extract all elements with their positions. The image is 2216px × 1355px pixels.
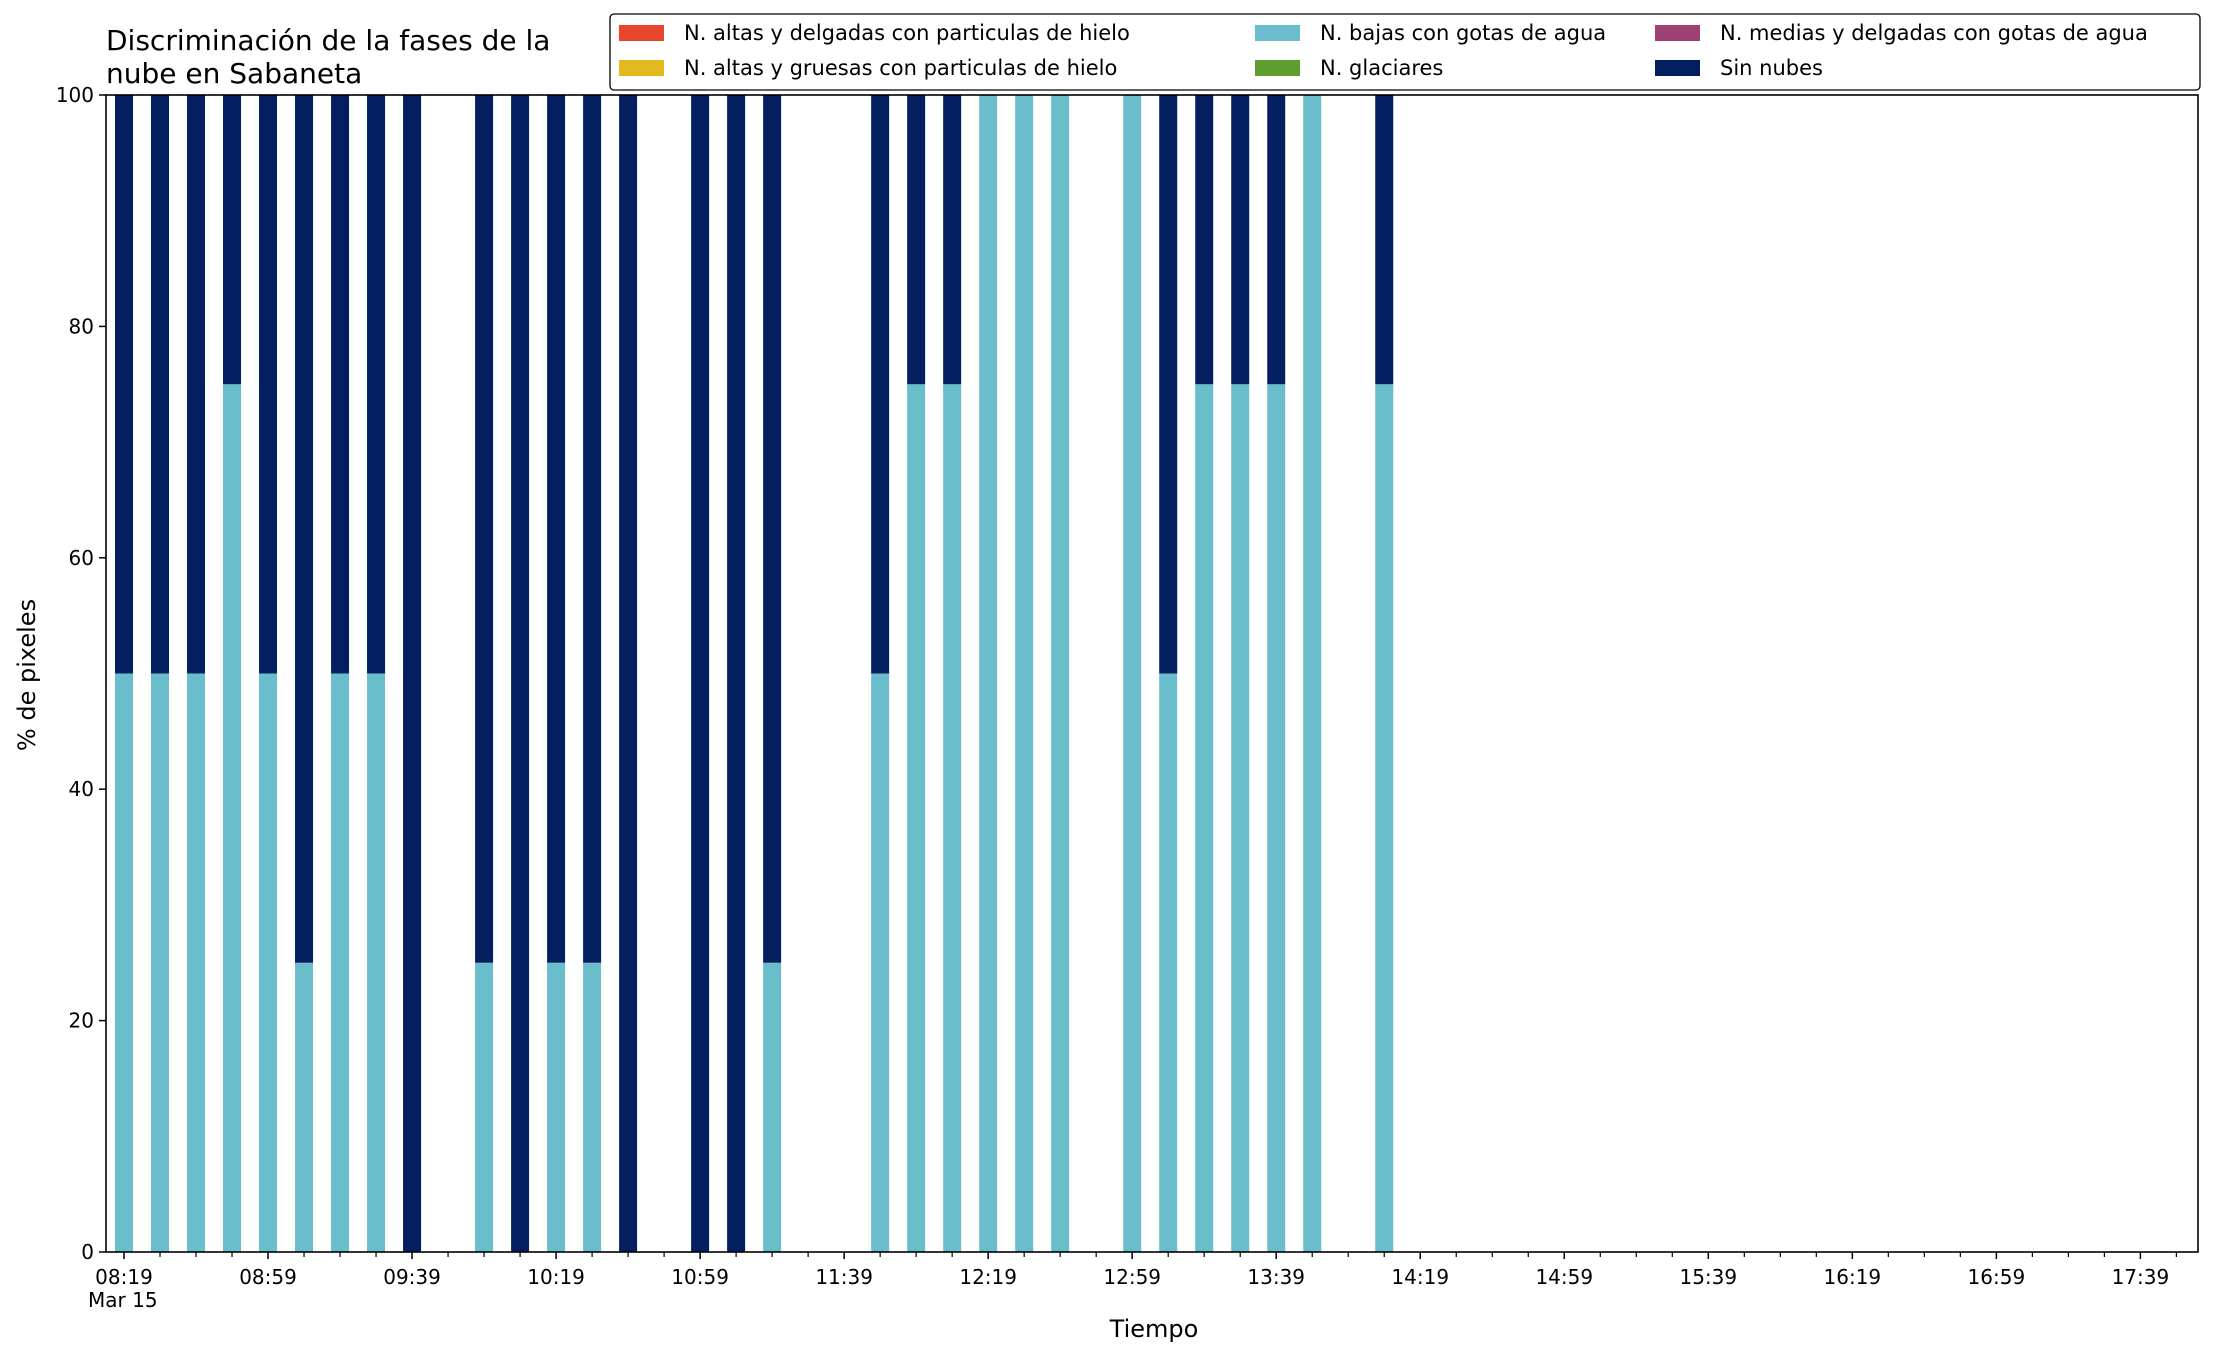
x-tick-label: 08:19: [95, 1265, 153, 1289]
legend-label: N. altas y delgadas con particulas de hi…: [684, 21, 1130, 45]
x-tick-label: 13:39: [1247, 1265, 1305, 1289]
bar-bajas-19: [943, 384, 962, 1252]
bar-bajas-11: [547, 962, 566, 1252]
bar-bajas-6: [331, 673, 350, 1252]
bar-sin-nubes-26: [1231, 95, 1250, 385]
bar-bajas-5: [295, 962, 314, 1252]
bar-sin-nubes-18: [907, 95, 926, 385]
legend-swatch: [619, 25, 664, 41]
x-tick-label: 17:39: [2112, 1265, 2170, 1289]
legend: N. altas y delgadas con particulas de hi…: [609, 13, 2201, 91]
y-axis-ticks: 0 20 40 60 80 100: [56, 83, 106, 1264]
bar-bajas-22: [1051, 95, 1070, 1252]
bar-sin-nubes-15: [727, 95, 746, 1252]
bar-bajas-17: [871, 673, 890, 1252]
bar-bajas-16: [763, 962, 782, 1252]
bar-bajas-7: [367, 673, 386, 1252]
bar-sin-nubes-7: [367, 95, 386, 674]
bar-bajas-9: [475, 962, 494, 1252]
x-tick-label: 14:19: [1391, 1265, 1449, 1289]
bar-bajas-25: [1195, 384, 1214, 1252]
bar-sin-nubes-13: [619, 95, 638, 1252]
bar-bajas-12: [583, 962, 602, 1252]
bar-bajas-0: [115, 673, 134, 1252]
bar-bajas-28: [1303, 95, 1322, 1252]
bar-sin-nubes-6: [331, 95, 350, 674]
bar-sin-nubes-4: [259, 95, 278, 674]
chart-title-line-2: nube en Sabaneta: [106, 57, 362, 90]
bar-bajas-20: [979, 95, 998, 1252]
x-tick-label: 12:59: [1103, 1265, 1161, 1289]
bar-sin-nubes-14: [691, 95, 710, 1252]
legend-frame: [609, 13, 2201, 91]
legend-label: N. medias y delgadas con gotas de agua: [1720, 21, 2148, 45]
bar-sin-nubes-17: [871, 95, 890, 674]
bar-bajas-1: [151, 673, 170, 1252]
x-tick-label: 10:59: [671, 1265, 729, 1289]
y-tick-label: 60: [69, 546, 94, 570]
y-tick-label: 20: [69, 1009, 94, 1033]
bar-sin-nubes-24: [1159, 95, 1178, 674]
bar-sin-nubes-12: [583, 95, 602, 963]
bar-sin-nubes-10: [511, 95, 530, 1252]
legend-label: N. glaciares: [1320, 56, 1443, 80]
x-tick-label: 10:19: [527, 1265, 585, 1289]
legend-swatch: [1255, 25, 1300, 41]
bar-bajas-4: [259, 673, 278, 1252]
bar-bajas-21: [1015, 95, 1034, 1252]
x-tick-label: 11:39: [815, 1265, 873, 1289]
bar-sin-nubes-9: [475, 95, 494, 963]
legend-label: N. altas y gruesas con particulas de hie…: [684, 56, 1117, 80]
y-tick-label: 0: [81, 1240, 94, 1264]
legend-swatch: [619, 60, 664, 76]
bar-sin-nubes-8: [403, 95, 422, 1252]
x-tick-label: 16:59: [1968, 1265, 2026, 1289]
legend-swatch: [1255, 60, 1300, 76]
bar-sin-nubes-19: [943, 95, 962, 385]
bar-sin-nubes-0: [115, 95, 134, 674]
y-tick-label: 40: [69, 777, 94, 801]
bar-bajas-3: [223, 384, 242, 1252]
x-tick-label: 15:39: [1679, 1265, 1737, 1289]
x-date-label: Mar 15: [88, 1288, 158, 1312]
bars-layer: [115, 95, 1394, 1252]
x-tick-label: 16:19: [1824, 1265, 1882, 1289]
bar-bajas-27: [1267, 384, 1286, 1252]
y-tick-label: 100: [56, 83, 94, 107]
x-tick-label: 14:59: [1535, 1265, 1593, 1289]
bar-sin-nubes-5: [295, 95, 314, 963]
x-tick-label: 08:59: [239, 1265, 297, 1289]
chart-title-line-1: Discriminación de la fases de la: [106, 24, 550, 57]
legend-swatch: [1655, 25, 1700, 41]
plot-frame: [105, 94, 2199, 1253]
legend-swatch: [1655, 60, 1700, 76]
bar-sin-nubes-1: [151, 95, 170, 674]
legend-label: Sin nubes: [1720, 56, 1823, 80]
x-tick-label: 09:39: [383, 1265, 441, 1289]
bar-sin-nubes-11: [547, 95, 566, 963]
bar-bajas-29: [1375, 384, 1394, 1252]
bar-bajas-26: [1231, 384, 1250, 1252]
legend-label: N. bajas con gotas de agua: [1320, 21, 1606, 45]
x-tick-label: 12:19: [959, 1265, 1017, 1289]
x-axis-ticks: 08:19 08:59 09:39 10:19 10:59 11:39 12:19 12:59…: [95, 1252, 2177, 1289]
y-tick-label: 80: [69, 314, 94, 338]
y-axis-label: % de pixeles: [13, 599, 41, 751]
bar-sin-nubes-29: [1375, 95, 1394, 385]
bar-bajas-2: [187, 673, 206, 1252]
bar-bajas-23: [1123, 95, 1142, 1252]
bar-sin-nubes-16: [763, 95, 782, 963]
bar-sin-nubes-27: [1267, 95, 1286, 385]
bar-sin-nubes-2: [187, 95, 206, 674]
bar-sin-nubes-3: [223, 95, 242, 385]
x-axis-label: Tiempo: [1109, 1315, 1199, 1343]
bar-bajas-24: [1159, 673, 1178, 1252]
bar-bajas-18: [907, 384, 926, 1252]
bar-sin-nubes-25: [1195, 95, 1214, 385]
